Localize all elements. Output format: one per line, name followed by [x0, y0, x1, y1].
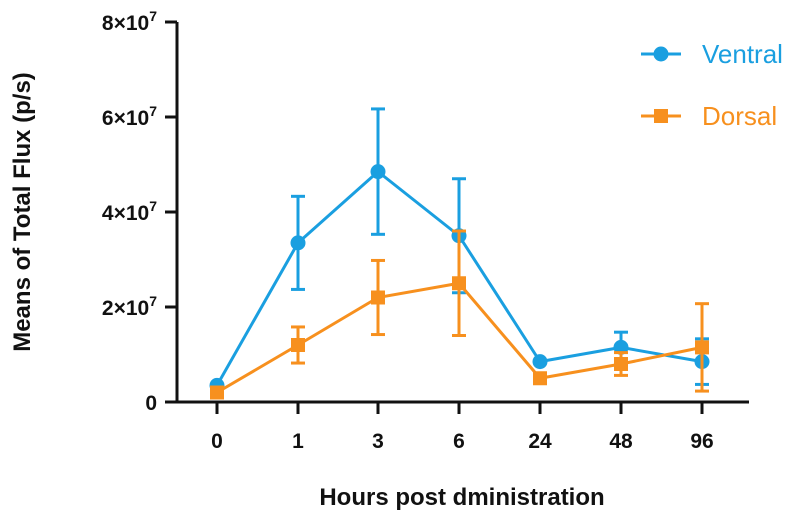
legend-item-ventral: Ventral: [641, 39, 783, 69]
data-point: [533, 371, 547, 386]
legend-item-dorsal: Dorsal: [641, 101, 777, 131]
data-point: [614, 357, 628, 371]
data-point: [210, 385, 224, 400]
series-layer: [209, 107, 710, 400]
data-point: [291, 338, 305, 352]
legend-label: Dorsal: [702, 101, 777, 131]
data-point: [371, 290, 385, 305]
y-tick-group: 0 2×107 4×107 6×107 8×107: [102, 8, 177, 415]
series-dorsal: [210, 229, 709, 400]
y-tick-label: 6×107: [102, 103, 157, 130]
y-tick-label: 8×107: [102, 8, 157, 35]
x-tick-label: 6: [453, 430, 465, 453]
y-tick-label: 0: [145, 392, 157, 415]
data-point: [695, 340, 709, 355]
x-tick-label: 3: [372, 430, 384, 453]
x-tick-label: 1: [292, 430, 304, 453]
legend-swatch-marker: [653, 46, 669, 62]
legend: Ventral Dorsal: [641, 39, 783, 131]
x-tick-label: 0: [211, 430, 223, 453]
x-tick-label: 48: [609, 430, 633, 453]
y-axis: 0 2×107 4×107 6×107 8×107: [102, 8, 179, 415]
y-tick-label: 4×107: [102, 198, 157, 225]
x-axis: 0 1 3 6 24 48 96: [175, 400, 749, 453]
x-axis-title: Hours post dministration: [319, 484, 604, 511]
data-point: [532, 354, 548, 370]
x-tick-label: 96: [690, 430, 713, 453]
legend-label: Ventral: [702, 39, 783, 69]
data-point: [452, 276, 466, 291]
y-axis-title: Means of Total Flux (p/s): [9, 72, 36, 352]
legend-swatch-marker: [654, 109, 668, 123]
x-tick-label: 24: [528, 430, 552, 453]
data-point: [290, 235, 306, 251]
y-tick-label: 2×107: [102, 293, 157, 320]
x-tick-group: 0 1 3 6 24 48 96: [211, 402, 714, 453]
data-point: [370, 164, 386, 180]
